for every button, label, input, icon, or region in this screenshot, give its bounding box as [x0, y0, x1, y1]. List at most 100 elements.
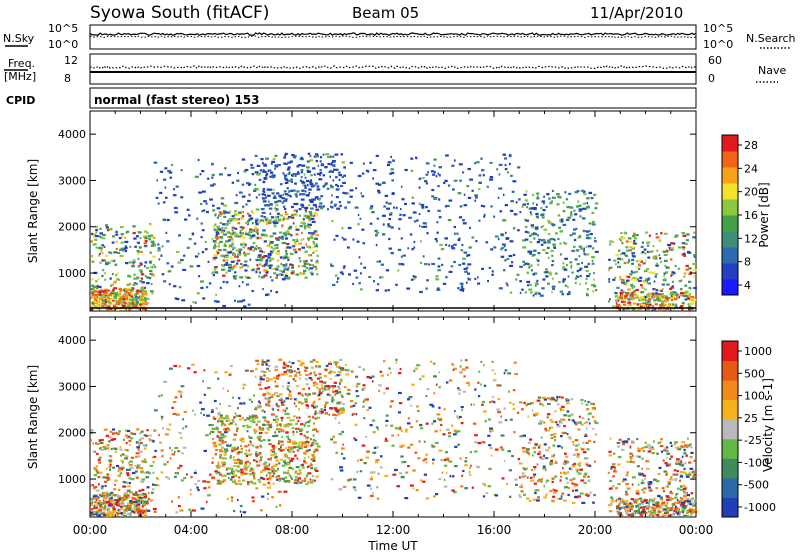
- echo-cell: [166, 262, 170, 265]
- echo-cell: [665, 298, 669, 302]
- echo-cell: [137, 448, 140, 451]
- echo-cell: [683, 252, 686, 255]
- echo-cell: [246, 223, 249, 226]
- echo-cell: [273, 225, 277, 228]
- echo-cell: [297, 170, 299, 174]
- echo-cell: [627, 288, 631, 291]
- echo-cell: [166, 240, 170, 243]
- echo-cell: [243, 419, 247, 422]
- echo-cell: [251, 222, 254, 225]
- echo-cell: [280, 416, 284, 419]
- echo-cell: [304, 208, 308, 211]
- echo-cell: [498, 173, 501, 176]
- echo-cell: [239, 438, 243, 441]
- echo-cell: [375, 234, 378, 237]
- echo-cell: [409, 425, 414, 429]
- echo-cell: [432, 458, 435, 461]
- echo-cell: [577, 236, 581, 239]
- echo-cell: [223, 242, 226, 246]
- echo-cell: [638, 297, 642, 300]
- echo-cell: [92, 450, 96, 453]
- echo-cell: [344, 192, 349, 195]
- echo-cell: [619, 258, 624, 261]
- echo-cell: [268, 369, 271, 373]
- echo-cell: [376, 217, 380, 220]
- echo-cell: [267, 204, 270, 207]
- echo-cell: [200, 280, 204, 283]
- echo-cell: [543, 421, 546, 424]
- echo-cell: [544, 427, 547, 430]
- echo-cell: [635, 296, 639, 299]
- echo-cell: [270, 413, 275, 416]
- echo-cell: [280, 443, 284, 446]
- echo-cell: [545, 429, 548, 432]
- echo-cell: [474, 194, 478, 197]
- echo-cell: [174, 446, 179, 450]
- echo-cell: [462, 262, 466, 265]
- echo-cell: [498, 287, 503, 290]
- echo-cell: [683, 272, 687, 275]
- echo-cell: [437, 417, 440, 420]
- echo-cell: [282, 366, 286, 369]
- echo-cell: [341, 430, 344, 433]
- echo-cell: [222, 304, 226, 308]
- echo-cell: [653, 280, 656, 283]
- echo-cell: [459, 457, 462, 460]
- echo-cell: [638, 259, 642, 262]
- echo-cell: [655, 264, 659, 267]
- echo-cell: [366, 408, 370, 412]
- echo-cell: [90, 497, 94, 501]
- echo-cell: [572, 232, 576, 235]
- echo-cell: [122, 438, 125, 441]
- echo-cell: [281, 419, 283, 422]
- echo-cell: [477, 442, 482, 445]
- echo-cell: [566, 471, 570, 474]
- echo-cell: [265, 474, 268, 477]
- echo-cell: [128, 261, 133, 264]
- echo-cell: [255, 196, 258, 199]
- echo-cell: [433, 171, 436, 174]
- echo-cell: [252, 249, 255, 252]
- echo-cell: [183, 410, 187, 413]
- echo-cell: [312, 406, 317, 409]
- echo-cell: [136, 466, 140, 469]
- echo-cell: [342, 485, 347, 488]
- echo-cell: [283, 199, 288, 203]
- echo-cell: [628, 303, 632, 307]
- echo-cell: [286, 243, 290, 246]
- echo-cell: [248, 219, 250, 222]
- echo-cell: [304, 176, 307, 179]
- echo-cell: [530, 468, 534, 472]
- echo-cell: [280, 201, 283, 204]
- echo-cell: [141, 488, 145, 491]
- echo-cell: [265, 403, 268, 406]
- echo-cell: [673, 291, 676, 294]
- echo-cell: [629, 297, 632, 300]
- echo-cell: [163, 218, 166, 221]
- echo-cell: [355, 385, 359, 388]
- echo-cell: [349, 189, 354, 192]
- echo-cell: [284, 256, 287, 259]
- echo-cell: [646, 267, 650, 271]
- echo-cell: [284, 181, 287, 185]
- echo-cell: [536, 195, 539, 198]
- echo-cell: [665, 266, 668, 269]
- echo-cell: [569, 206, 574, 209]
- echo-cell: [291, 270, 295, 273]
- echo-cell: [262, 197, 266, 200]
- echo-cell: [545, 271, 548, 274]
- echo-cell: [128, 293, 131, 296]
- echo-cell: [512, 253, 516, 257]
- echo-cell: [244, 463, 248, 466]
- echo-cell: [542, 396, 546, 399]
- echo-cell: [478, 188, 481, 191]
- echo-cell: [593, 193, 597, 196]
- echo-cell: [269, 242, 271, 246]
- echo-cell: [122, 305, 126, 308]
- echo-cell: [509, 291, 513, 294]
- echo-cell: [254, 406, 258, 409]
- echo-cell: [399, 213, 402, 216]
- echo-cell: [585, 421, 589, 424]
- echo-cell: [288, 394, 292, 397]
- echo-cell: [547, 271, 552, 274]
